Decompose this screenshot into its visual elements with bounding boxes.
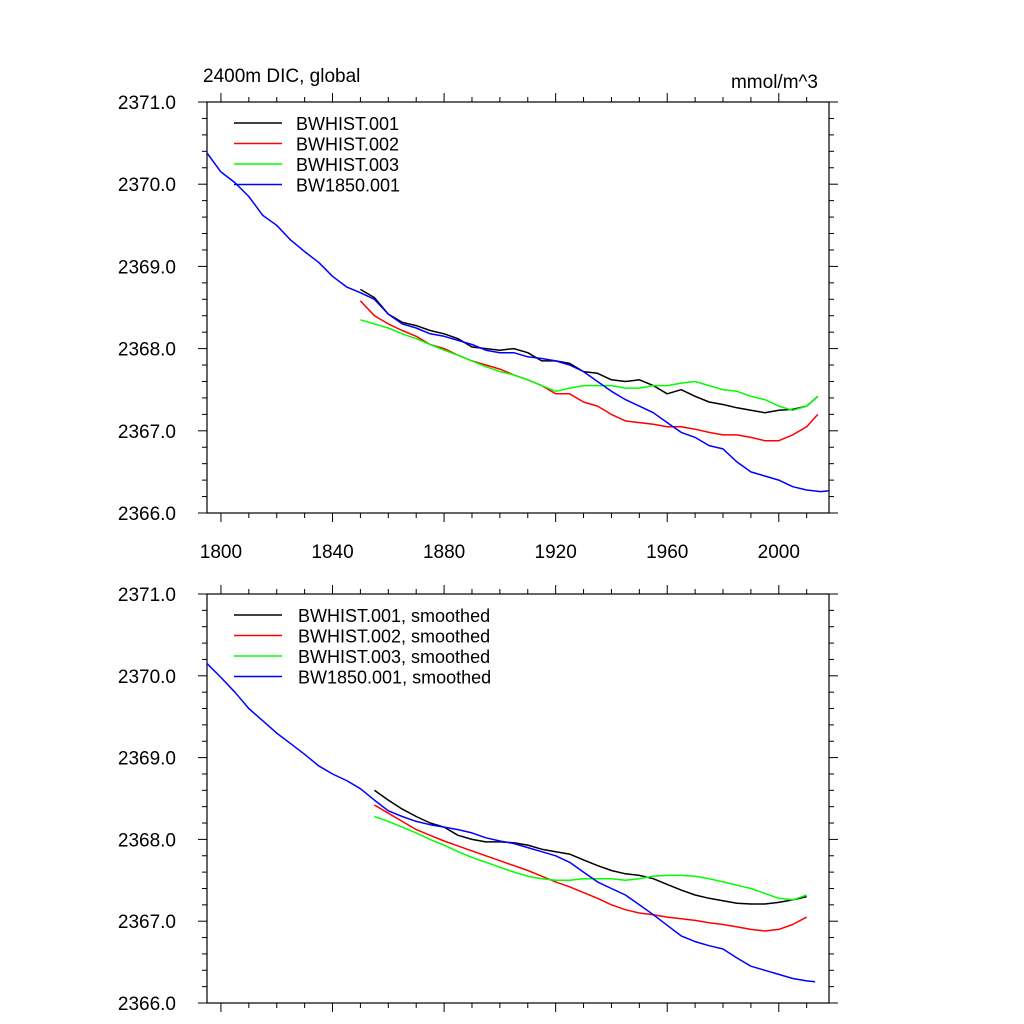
bottom-panel: 2366.0 2367.0 2368.0 2369.0 2370.0 2371.0 BWHI…	[118, 585, 838, 1015]
series-line-1	[374, 804, 808, 932]
top-panel: 2366.0 2367.0 2368.0 2369.0 2370.0 2371.0 1800…	[118, 93, 838, 563]
y-tick-label: 2367.0	[118, 912, 176, 933]
x-tick-label: 2000	[758, 542, 800, 563]
series-line-0	[360, 288, 819, 414]
chart-title: 2400m DIC, global	[203, 66, 360, 87]
series-line-2	[374, 815, 807, 901]
y-tick-label: 2366.0	[118, 504, 176, 525]
legend-label: BWHIST.001, smoothed	[298, 606, 490, 626]
y-tick-label: 2370.0	[118, 667, 176, 688]
y-tick-label: 2367.0	[118, 422, 176, 443]
legend-label: BWHIST.002	[296, 135, 399, 155]
series-line-0	[373, 789, 807, 905]
plot-frame	[206, 593, 830, 1004]
x-tick-label: 1920	[535, 542, 577, 563]
chart-units: mmol/m^3	[731, 72, 818, 93]
legend-label: BWHIST.003, smoothed	[298, 647, 490, 667]
x-tick-label: 1800	[200, 542, 242, 563]
legend-label: BW1850.001	[296, 176, 400, 196]
y-tick-label: 2368.0	[118, 830, 176, 851]
series-line-2	[360, 319, 819, 412]
y-tick-label: 2369.0	[118, 749, 176, 770]
y-tick-label: 2368.0	[118, 340, 176, 361]
legend-label: BW1850.001, smoothed	[298, 668, 491, 688]
x-tick-label: 1960	[646, 542, 688, 563]
x-tick-label: 1840	[311, 542, 353, 563]
series-line-3	[206, 662, 816, 983]
x-tick-label: 1880	[423, 542, 465, 563]
legend-label: BWHIST.003	[296, 155, 399, 175]
y-tick-label: 2369.0	[118, 257, 176, 278]
y-tick-label: 2366.0	[118, 994, 176, 1015]
plot-frame	[206, 101, 830, 514]
y-tick-label: 2371.0	[118, 93, 176, 114]
series-line-3	[206, 152, 830, 493]
series-line-1	[359, 300, 819, 442]
y-tick-label: 2371.0	[118, 585, 176, 606]
legend-label: BWHIST.002, smoothed	[298, 627, 490, 647]
legend-label: BWHIST.001	[296, 114, 399, 134]
y-tick-label: 2370.0	[118, 175, 176, 196]
